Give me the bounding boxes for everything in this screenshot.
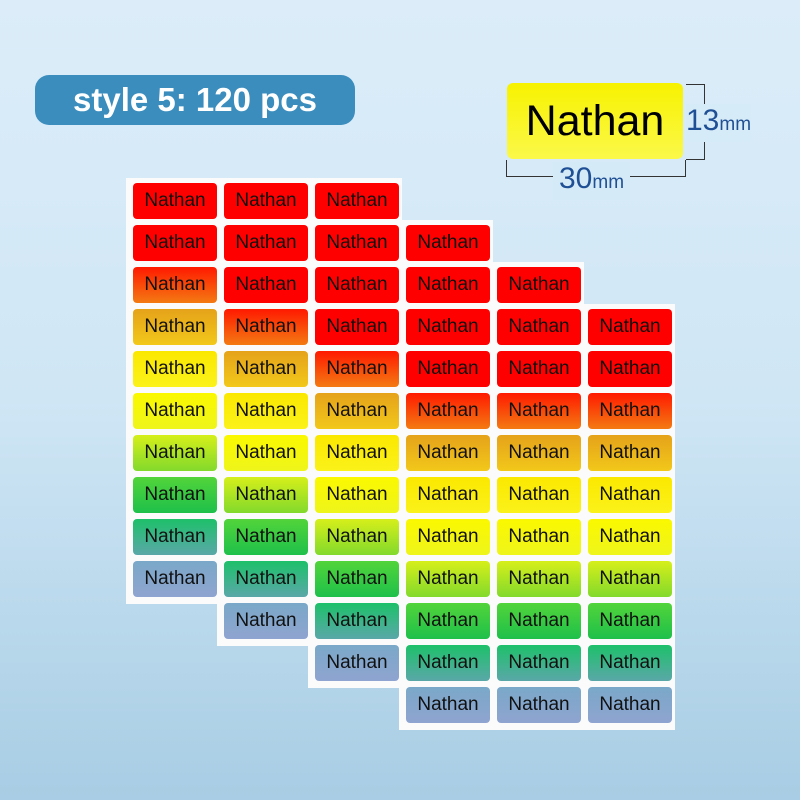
name-label: Nathan: [133, 477, 217, 513]
name-label: Nathan: [315, 519, 399, 555]
name-label: Nathan: [224, 519, 308, 555]
name-label: Nathan: [588, 519, 672, 555]
name-label: Nathan: [406, 561, 490, 597]
name-label: Nathan: [497, 645, 581, 681]
width-dimension: 30mm: [553, 162, 631, 200]
width-unit: mm: [592, 172, 625, 193]
name-label: Nathan: [315, 351, 399, 387]
name-label: Nathan: [133, 309, 217, 345]
name-label: Nathan: [406, 309, 490, 345]
width-value: 30: [559, 162, 593, 195]
height-value: 13: [686, 104, 720, 137]
name-label: Nathan: [315, 435, 399, 471]
height-unit: mm: [719, 114, 752, 135]
name-label: Nathan: [224, 477, 308, 513]
name-label: Nathan: [315, 267, 399, 303]
name-label: Nathan: [406, 645, 490, 681]
name-label: Nathan: [133, 183, 217, 219]
name-label: Nathan: [224, 393, 308, 429]
name-label: Nathan: [224, 561, 308, 597]
name-label: Nathan: [315, 309, 399, 345]
name-label: Nathan: [224, 435, 308, 471]
name-label: Nathan: [406, 519, 490, 555]
name-label: Nathan: [406, 477, 490, 513]
name-label: Nathan: [315, 225, 399, 261]
label-sheet: Nathan Nathan Nathan Nathan Nathan Nathan Nath…: [399, 304, 675, 730]
name-label: Nathan: [315, 477, 399, 513]
name-label: Nathan: [406, 267, 490, 303]
name-label: Nathan: [224, 309, 308, 345]
name-label: Nathan: [588, 435, 672, 471]
name-label: Nathan: [406, 603, 490, 639]
name-label: Nathan: [133, 267, 217, 303]
name-label: Nathan: [497, 393, 581, 429]
name-label: Nathan: [406, 687, 490, 723]
name-label: Nathan: [497, 687, 581, 723]
name-label: Nathan: [315, 603, 399, 639]
height-dimension: 13mm: [686, 104, 752, 142]
name-label: Nathan: [588, 393, 672, 429]
name-label: Nathan: [224, 267, 308, 303]
name-label: Nathan: [315, 561, 399, 597]
name-label: Nathan: [315, 645, 399, 681]
name-label: Nathan: [315, 183, 399, 219]
name-label: Nathan: [588, 561, 672, 597]
name-label: Nathan: [497, 519, 581, 555]
name-label: Nathan: [497, 267, 581, 303]
name-label: Nathan: [406, 393, 490, 429]
name-label: Nathan: [406, 435, 490, 471]
name-label: Nathan: [497, 435, 581, 471]
sample-label: Nathan: [507, 83, 683, 159]
name-label: Nathan: [497, 603, 581, 639]
name-label: Nathan: [588, 645, 672, 681]
name-label: Nathan: [406, 225, 490, 261]
name-label: Nathan: [133, 435, 217, 471]
name-label: Nathan: [133, 225, 217, 261]
name-label: Nathan: [224, 225, 308, 261]
name-label: Nathan: [133, 393, 217, 429]
name-label: Nathan: [315, 393, 399, 429]
name-label: Nathan: [133, 561, 217, 597]
name-label: Nathan: [588, 351, 672, 387]
name-label: Nathan: [588, 687, 672, 723]
name-label: Nathan: [497, 477, 581, 513]
name-label: Nathan: [133, 351, 217, 387]
name-label: Nathan: [224, 351, 308, 387]
name-label: Nathan: [224, 603, 308, 639]
name-label: Nathan: [497, 309, 581, 345]
name-label: Nathan: [588, 309, 672, 345]
name-label: Nathan: [497, 561, 581, 597]
name-label: Nathan: [588, 477, 672, 513]
style-badge: style 5: 120 pcs: [35, 75, 355, 125]
name-label: Nathan: [224, 183, 308, 219]
name-label: Nathan: [406, 351, 490, 387]
name-label: Nathan: [588, 603, 672, 639]
name-label: Nathan: [133, 519, 217, 555]
name-label: Nathan: [497, 351, 581, 387]
